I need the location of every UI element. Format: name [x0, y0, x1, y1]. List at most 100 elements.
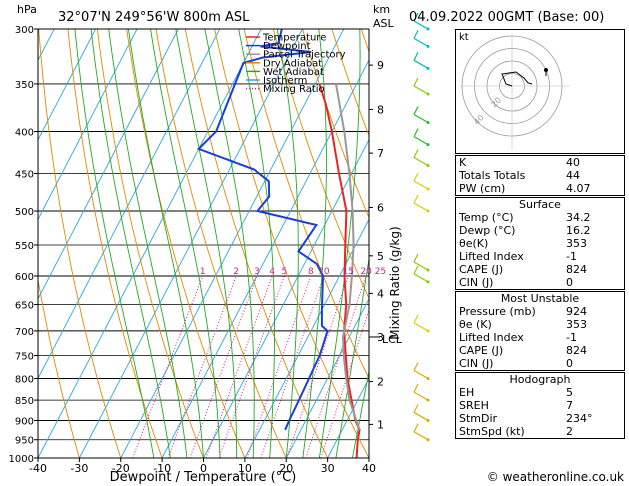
most-unstable-row: Pressure (mb) 924 [456, 305, 624, 318]
wet-adiabat-line [90, 29, 171, 458]
dry-adiabat-line [214, 29, 369, 458]
dry-adiabat-line [38, 29, 122, 458]
y-tick-label: 800 [15, 374, 34, 385]
dry-adiabat-line [126, 29, 246, 458]
isotherm-line [38, 29, 262, 458]
isotherm-line [244, 218, 369, 458]
surface-row: Dewp (°C) 16.2 [456, 224, 624, 237]
row-value: 353 [566, 237, 587, 250]
dry-adiabat-line [38, 277, 80, 458]
surface-row: θe(K) 353 [456, 237, 624, 250]
surface-title: Surface [519, 198, 561, 211]
wind-barb [413, 52, 430, 70]
mixing-ratio-label: 4 [269, 267, 275, 277]
row-value: 0 [566, 357, 573, 370]
row-value: 4.07 [566, 182, 591, 195]
series-dewpoint [196, 29, 329, 431]
dry-adiabat-line [184, 29, 329, 458]
datetime-label: 04.09.2022 00GMT (Base: 00) [409, 10, 604, 25]
row-value: 5 [566, 386, 573, 399]
row-label: Lifted Index [459, 250, 524, 263]
mixing-ratio-label: 5 [282, 267, 288, 277]
plot-background [38, 29, 369, 458]
x-tick-label: -40 [29, 462, 47, 475]
wet-adiabat-line [127, 29, 204, 458]
storm-motion-marker [544, 68, 548, 72]
indices-row: K 40 [456, 156, 624, 169]
most-unstable-table: Most Unstable Pressure (mb) 924 θe (K) 353 L… [455, 291, 625, 371]
km-tick-label: 2 [377, 376, 384, 389]
legend-label: Isotherm [263, 76, 307, 87]
legend-label: Parcel Trajectory [263, 50, 346, 61]
row-value: -1 [566, 250, 577, 263]
lcl-label: LCL [382, 333, 403, 346]
indices-row: Totals Totals 44 [456, 169, 624, 182]
most-unstable-row: Lifted Index -1 [456, 331, 624, 344]
most-unstable-row: θe (K) 353 [456, 318, 624, 331]
row-label: Lifted Index [459, 331, 524, 344]
mixing-ratio-label: 1 [200, 267, 206, 277]
wet-adiabat-line [335, 255, 369, 458]
y-tick-label: 900 [15, 416, 34, 427]
info-panel: K 40 Totals Totals 44 PW (cm) 4.07 Surface Te… [455, 155, 625, 440]
y-tick-label: 1000 [9, 454, 34, 465]
legend-label: Temperature [262, 33, 326, 44]
y-tick-label: 400 [15, 128, 34, 139]
wet-adiabat-line [108, 29, 188, 458]
x-tick-label: 0 [200, 462, 207, 475]
x-tick-label: 10 [238, 462, 252, 475]
row-label: CAPE (J) [459, 344, 504, 357]
dry-adiabat-line [67, 29, 163, 458]
row-label: CIN (J) [459, 276, 494, 289]
most-unstable-row: CAPE (J) 824 [456, 344, 624, 357]
asl-unit-label: ASL [373, 17, 395, 30]
mixing-ratio-line [189, 275, 258, 458]
isotherm-line [38, 29, 138, 221]
row-value: -1 [566, 331, 577, 344]
mixing-ratio-label: 15 [343, 267, 354, 277]
wind-barb [413, 172, 430, 191]
wind-barb [413, 423, 430, 442]
wind-barb [413, 30, 430, 48]
row-label: Totals Totals [459, 169, 526, 182]
row-label: Temp (°C) [459, 211, 514, 224]
wind-barb [413, 128, 430, 147]
mixing-ratio-label: 8 [308, 267, 314, 277]
km-tick-label: 9 [377, 59, 384, 72]
hodograph-table-row: EH 5 [456, 386, 624, 399]
hodograph-table-row: SREH 7 [456, 399, 624, 412]
wind-barb [413, 253, 430, 272]
surface-table: Surface Temp (°C) 34.2 Dewp (°C) 16.2 θe(K) 3… [455, 197, 625, 290]
row-label: θe (K) [459, 318, 492, 331]
wind-barb [413, 194, 430, 213]
most-unstable-row: CIN (J) 0 [456, 357, 624, 370]
mixing-ratio-label: 10 [318, 267, 330, 277]
row-value: 924 [566, 305, 587, 318]
km-tick-label: 8 [377, 103, 384, 116]
row-value: 0 [566, 276, 573, 289]
x-axis-title: Dewpoint / Temperature (°C) [110, 470, 297, 485]
row-label: CIN (J) [459, 357, 494, 370]
x-tick-label: 30 [321, 462, 335, 475]
row-value: 2 [566, 425, 573, 438]
dry-adiabat-line [96, 29, 204, 458]
mixing-ratio-label: 25 [375, 267, 386, 277]
wind-barb [413, 106, 430, 124]
km-tick-label: 4 [377, 287, 384, 300]
row-label: SREH [459, 399, 489, 412]
wet-adiabat-line [204, 29, 255, 458]
km-unit-label: km [373, 3, 390, 16]
isotherm-line [38, 29, 96, 141]
wind-barb [413, 383, 430, 402]
km-tick-label: 1 [377, 418, 384, 431]
mixing-ratio-label: 3 [254, 267, 260, 277]
row-label: StmSpd (kt) [459, 425, 525, 438]
y-tick-label: 550 [15, 241, 34, 252]
row-label: CAPE (J) [459, 263, 504, 276]
dry-adiabat-line [243, 29, 369, 380]
chart-series [196, 29, 361, 458]
most-unstable-title: Most Unstable [500, 292, 580, 305]
row-label: EH [459, 386, 475, 399]
